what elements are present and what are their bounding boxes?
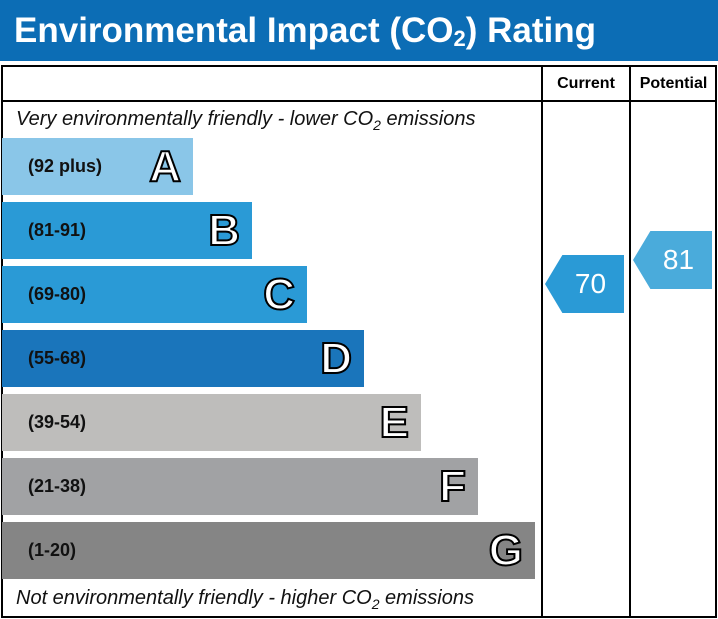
- current-column-header: Current: [557, 75, 615, 92]
- band-range: (21-38): [28, 476, 87, 496]
- band-c: (69-80) C: [2, 266, 307, 323]
- band-d: (55-68) D: [2, 330, 364, 387]
- band-range: (81-91): [28, 220, 87, 240]
- band-letter: B: [207, 205, 241, 256]
- band-letter: D: [319, 333, 353, 384]
- column-divider: [541, 65, 543, 618]
- band-letter: C: [262, 269, 296, 320]
- band-range: (39-54): [28, 412, 87, 432]
- column-divider: [629, 65, 631, 618]
- chart-title: Environmental Impact (CO2) Rating: [0, 0, 718, 61]
- bottom-note: Not environmentally friendly - higher CO…: [16, 587, 474, 612]
- band-letter: A: [148, 141, 182, 192]
- band-a: (92 plus) A: [2, 138, 193, 195]
- band-f: (21-38) F: [2, 458, 478, 515]
- potential-rating-arrow: 81: [633, 231, 712, 289]
- band-range: (55-68): [28, 348, 87, 368]
- top-note: Very environmentally friendly - lower CO…: [16, 108, 476, 133]
- band-letter: G: [488, 525, 524, 576]
- potential-column-header: Potential: [639, 75, 708, 92]
- band-g: (1-20) G: [2, 522, 535, 579]
- band-letter: F: [438, 461, 467, 512]
- band-b: (81-91) B: [2, 202, 252, 259]
- band-range: (92 plus): [28, 156, 103, 176]
- header-divider: [1, 100, 717, 102]
- band-range: (69-80): [28, 284, 87, 304]
- current-rating-arrow: 70: [545, 255, 624, 313]
- band-letter: E: [379, 397, 410, 448]
- band-e: (39-54) E: [2, 394, 421, 451]
- band-range: (1-20): [28, 540, 77, 560]
